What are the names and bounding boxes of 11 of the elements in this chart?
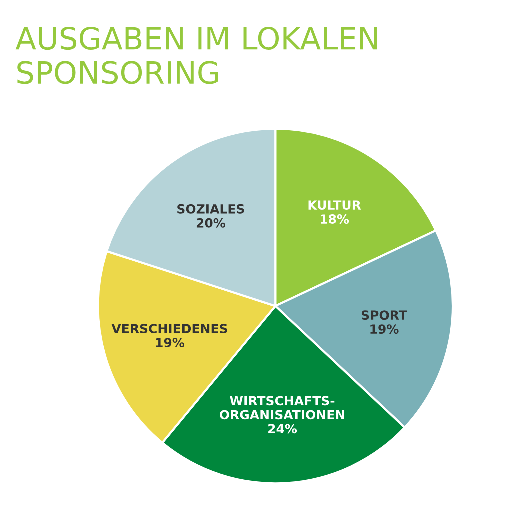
data-label: 20% (196, 218, 226, 228)
slice-label: SOZIALES (178, 204, 244, 214)
data-label: 24% (268, 424, 298, 434)
data-label: 18% (320, 214, 350, 224)
chart-title: AUSGABEN IM LOKALEN SPONSORING (16, 26, 378, 84)
data-label: 19% (370, 324, 399, 334)
slice-label: KULTUR (308, 200, 362, 210)
slice-label: SPORT (362, 310, 408, 320)
slice-label: VERSCHIEDENES (112, 324, 228, 334)
data-label: 19% (156, 338, 185, 348)
slice-label: WIRTSCHAFTS-ORGANISATIONEN (220, 396, 344, 420)
